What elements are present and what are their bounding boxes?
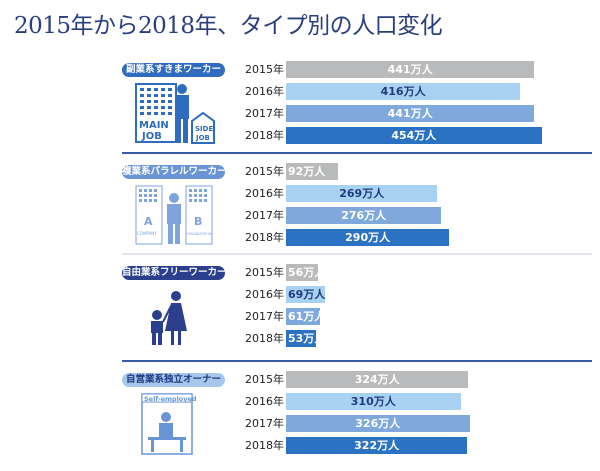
freelancer-icon [135, 286, 225, 352]
section-divider [122, 253, 592, 255]
bar: 324万人 [286, 371, 469, 388]
year-label: 2016年 [245, 187, 284, 200]
svg-text:JOB: JOB [195, 134, 210, 142]
bar: 269万人 [286, 185, 438, 202]
bar: 454万人 [286, 127, 542, 144]
category-label: 副業系すきまワーカー [122, 63, 225, 77]
svg-text:JOB: JOB [141, 131, 162, 142]
svg-text:Self-employed: Self-employed [144, 395, 197, 403]
year-label: 2017年 [245, 310, 284, 323]
year-label: 2015年 [245, 266, 284, 279]
bar: 69万人 [286, 286, 326, 303]
bar: 290万人 [286, 229, 450, 246]
svg-text:B: B [194, 215, 202, 228]
parallel-worker-icon: A COMPANY B ORGANIZATION [135, 185, 225, 251]
section-divider [122, 360, 592, 362]
svg-text:COMPANY: COMPANY [137, 231, 157, 236]
category-label: 自営業系独立オーナー [122, 373, 225, 387]
bar: 326万人 [286, 415, 470, 432]
bar: 276万人 [286, 207, 442, 224]
year-label: 2017年 [245, 417, 284, 430]
year-label: 2015年 [245, 373, 284, 386]
bar: 441万人 [286, 105, 535, 122]
bar: 61万人 [286, 308, 326, 325]
year-label: 2016年 [245, 85, 284, 98]
svg-text:A: A [144, 215, 153, 228]
worker-side-job-icon: MAIN JOB SIDE JOB [135, 83, 225, 149]
year-label: 2017年 [245, 209, 284, 222]
section-divider [122, 152, 592, 154]
page-title: 2015年から2018年、タイプ別の人口変化 [14, 13, 443, 39]
svg-text:SIDE: SIDE [195, 125, 213, 133]
bar: 92万人 [286, 163, 338, 180]
year-label: 2015年 [245, 165, 284, 178]
bar: 53万人 [286, 330, 326, 347]
category-label: 複業系パラレルワーカー [122, 165, 227, 179]
year-label: 2018年 [245, 231, 284, 244]
year-label: 2016年 [245, 395, 284, 408]
self-employed-icon: Self-employed [135, 393, 225, 459]
year-label: 2018年 [245, 129, 284, 142]
bar: 310万人 [286, 393, 461, 410]
bar: 441万人 [286, 61, 535, 78]
svg-text:ORGANIZATION: ORGANIZATION [186, 232, 212, 236]
year-label: 2015年 [245, 63, 284, 76]
bar: 56万人 [286, 264, 326, 281]
year-label: 2017年 [245, 107, 284, 120]
category-label: 自由業系フリーワーカー [122, 266, 227, 280]
year-label: 2018年 [245, 439, 284, 452]
svg-text:MAIN: MAIN [139, 120, 169, 131]
year-label: 2016年 [245, 288, 284, 301]
bar: 322万人 [286, 437, 468, 454]
year-label: 2018年 [245, 332, 284, 345]
bar: 416万人 [286, 83, 521, 100]
